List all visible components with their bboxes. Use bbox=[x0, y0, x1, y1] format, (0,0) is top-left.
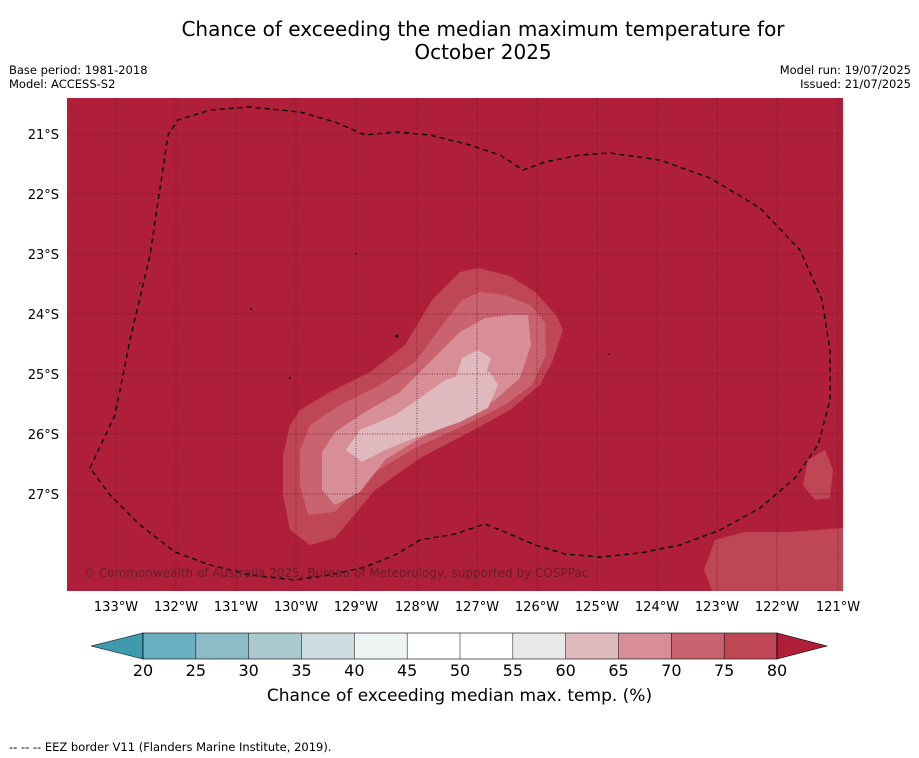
lon-label: 133°W bbox=[94, 600, 138, 615]
lon-label: 128°W bbox=[395, 600, 439, 615]
base-period: Base period: 1981-2018 bbox=[9, 63, 148, 77]
lon-label: 130°W bbox=[274, 600, 318, 615]
colorbar-tick-label: 70 bbox=[661, 661, 681, 680]
issued-date: Issued: 21/07/2025 bbox=[800, 77, 911, 91]
contour-60-center bbox=[452, 350, 491, 396]
colorbar-segment bbox=[724, 633, 778, 659]
colorbar-tick-label: 65 bbox=[608, 661, 628, 680]
lat-label: 25°S bbox=[28, 368, 59, 383]
title-line-2: October 2025 bbox=[414, 40, 552, 64]
colorbar-segment bbox=[512, 633, 567, 659]
contour-75-east bbox=[803, 450, 833, 500]
lat-label: 22°S bbox=[28, 188, 59, 203]
colorbar-segment bbox=[354, 633, 408, 659]
lon-label: 122°W bbox=[755, 600, 799, 615]
eez-footnote: -- -- -- EEZ border V11 (Flanders Marine… bbox=[9, 740, 332, 754]
lon-label: 123°W bbox=[695, 600, 739, 615]
longitude-labels: 133°W 132°W 131°W 130°W 129°W 128°W 127°… bbox=[94, 600, 860, 615]
lat-label: 23°S bbox=[28, 248, 59, 263]
eez-border bbox=[89, 106, 831, 581]
lon-label: 124°W bbox=[635, 600, 679, 615]
islands bbox=[139, 253, 610, 379]
lon-label: 131°W bbox=[214, 600, 258, 615]
title-line-1: Chance of exceeding the median maximum t… bbox=[181, 17, 785, 41]
colorbar-tick-label: 80 bbox=[767, 661, 787, 680]
lon-label: 125°W bbox=[575, 600, 619, 615]
latitude-labels: 21°S 22°S 23°S 24°S 25°S 26°S 27°S bbox=[28, 128, 59, 503]
model-run: Model run: 19/07/2025 bbox=[779, 63, 911, 77]
colorbar-tick-label: 55 bbox=[503, 661, 523, 680]
colorbar-tick-label: 60 bbox=[555, 661, 575, 680]
colorbar-tick-label: 40 bbox=[344, 661, 364, 680]
lat-label: 27°S bbox=[28, 488, 59, 503]
colorbar-segment bbox=[618, 633, 672, 659]
map-title: Chance of exceeding the median maximum t… bbox=[0, 18, 919, 64]
colorbar-tick-label: 50 bbox=[450, 661, 470, 680]
lon-label: 126°W bbox=[515, 600, 559, 615]
colorbar-segment bbox=[407, 633, 461, 659]
graticule bbox=[67, 98, 843, 591]
colorbar-segment bbox=[301, 633, 355, 659]
map-panel: © Commonwealth of Australia 2025, Bureau… bbox=[67, 98, 843, 591]
lat-label: 24°S bbox=[28, 308, 59, 323]
colorbar-tick-label: 75 bbox=[714, 661, 734, 680]
meta-left: Base period: 1981-2018 Model: ACCESS-S2 bbox=[9, 63, 148, 91]
colorbar-tick-label: 25 bbox=[186, 661, 206, 680]
colorbar-tick-label: 20 bbox=[133, 661, 153, 680]
copyright-notice: © Commonwealth of Australia 2025, Bureau… bbox=[83, 566, 588, 580]
colorbar-tick-label: 35 bbox=[291, 661, 311, 680]
colorbar: 20 25 30 35 40 45 50 55 60 65 70 75 80 bbox=[90, 632, 829, 680]
colorbar-tick-label: 45 bbox=[397, 661, 417, 680]
colorbar-segment bbox=[195, 633, 250, 659]
contour-75-southeast bbox=[704, 528, 843, 591]
lon-label: 132°W bbox=[154, 600, 198, 615]
lon-label: 129°W bbox=[334, 600, 378, 615]
colorbar-segment bbox=[565, 633, 619, 659]
lon-label: 121°W bbox=[816, 600, 860, 615]
colorbar-segment bbox=[671, 633, 725, 659]
meta-right: Model run: 19/07/2025 Issued: 21/07/2025 bbox=[780, 63, 911, 91]
lat-label: 26°S bbox=[28, 428, 59, 443]
colorbar-segment bbox=[248, 633, 302, 659]
colorbar-segment bbox=[143, 633, 197, 659]
model-name: Model: ACCESS-S2 bbox=[9, 77, 116, 91]
colorbar-tick-label: 30 bbox=[238, 661, 258, 680]
lat-label: 21°S bbox=[28, 128, 59, 143]
colorbar-segment bbox=[460, 633, 514, 659]
lon-label: 127°W bbox=[455, 600, 499, 615]
colorbar-extend-high bbox=[776, 632, 829, 660]
colorbar-title: Chance of exceeding median max. temp. (%… bbox=[266, 686, 653, 706]
colorbar-extend-low bbox=[90, 632, 144, 660]
